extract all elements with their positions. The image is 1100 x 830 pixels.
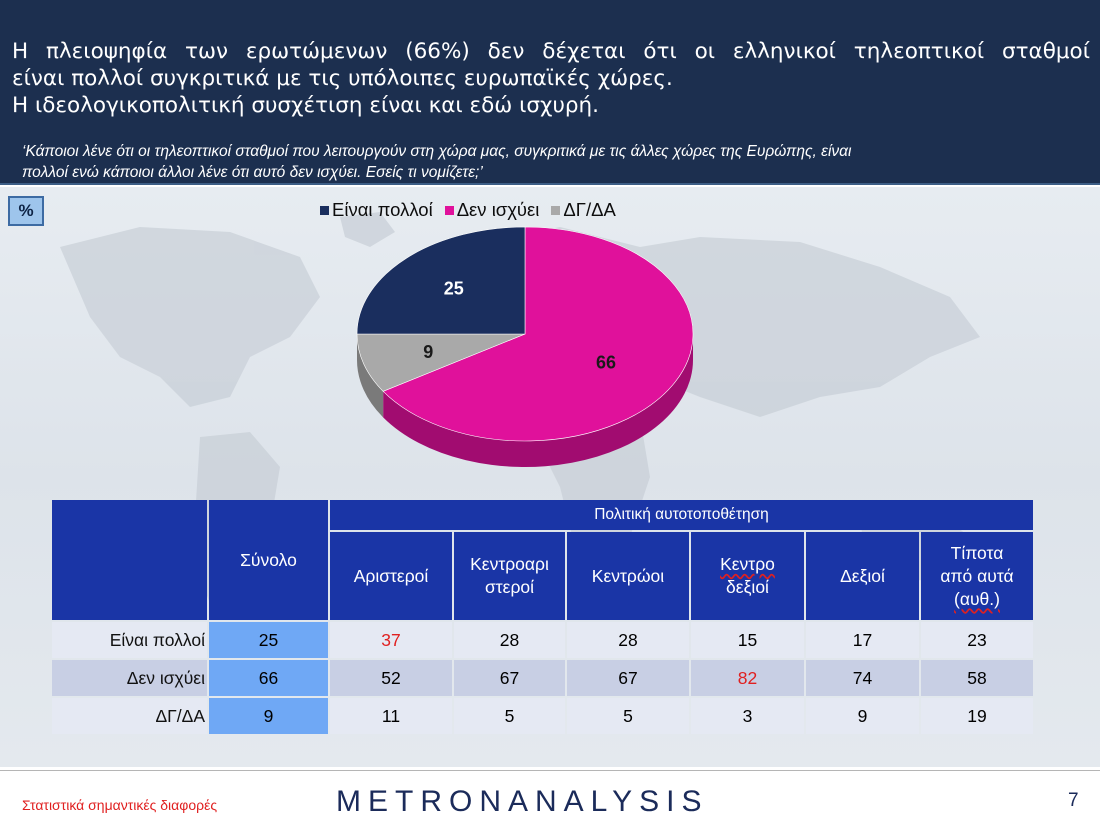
pie-chart-svg: 66 9 25 [356, 226, 694, 468]
survey-question-line-2: πολλοί ενώ κάποιοι άλλοι λένε ότι αυτό δ… [22, 164, 483, 181]
pie-slice-3 [356, 333, 526, 392]
pie-data-label-3: 9 [423, 342, 433, 362]
table-body: Είναι πολλοί 25 37 28 28 15 17 23 Δεν ισχύει 66 52… [52, 622, 1033, 734]
col-header-0-line-0: Σύνολο [240, 549, 297, 570]
table-cell: 9 [806, 698, 919, 734]
table-row: Δεν ισχύει 66 52 67 67 82 74 58 [52, 660, 1033, 696]
row-label: Είναι πολλοί [52, 622, 207, 658]
table-cell: 28 [454, 622, 565, 658]
table-cell: 19 [921, 698, 1033, 734]
total-cell: 25 [209, 622, 328, 658]
footer-divider [0, 770, 1100, 771]
row-label: Δεν ισχύει [52, 660, 207, 696]
col-header-2-line-1: στεροί [484, 577, 535, 597]
col-header-1: Αριστεροί [330, 532, 452, 620]
col-header-5-line-0: Δεξιοί [840, 565, 885, 586]
table-cell: 28 [567, 622, 689, 658]
headline-line-3: Η ιδεολογικοπολιτική συσχέτιση είναι και… [12, 93, 600, 118]
table-cell: 5 [454, 698, 565, 734]
col-header-6: Τίποτα από αυτά (αυθ.) [921, 532, 1033, 620]
table-cell: 67 [454, 660, 565, 696]
col-header-2-line-0: Κεντροαρι [470, 554, 549, 574]
table-cell: 74 [806, 660, 919, 696]
table-cell: 15 [691, 622, 804, 658]
legend-swatch-3 [551, 205, 561, 215]
total-cell: 66 [209, 660, 328, 696]
legend-label-3: ΔΓ/ΔΑ [563, 199, 616, 220]
pie-side-2 [383, 334, 693, 468]
col-header-4-line-1: δεξιοί [726, 577, 769, 597]
col-header-6-line-2: (αυθ.) [954, 588, 1000, 609]
legend-item-2: Δεν ισχύει [444, 199, 540, 221]
table-cell: 23 [921, 622, 1033, 658]
col-header-4-line-0: Κεντρο [720, 554, 775, 574]
headline-line-1: Η πλειοψηφία των ερωτώμενων (66%) δεν δέ… [12, 39, 1090, 64]
pie-chart: 66 9 25 [330, 222, 730, 482]
col-header-0: Σύνολο [209, 500, 328, 620]
legend-item-1: Είναι πολλοί [320, 199, 433, 221]
legend-item-3: ΔΓ/ΔΑ [551, 199, 616, 221]
percent-badge: % [8, 196, 44, 226]
table-cell: 37 [330, 622, 452, 658]
table-corner-cell [52, 500, 207, 620]
crosstab-table: Σύνολο Πολιτική αυτοτοποθέτηση Αριστεροί… [50, 498, 1035, 736]
col-header-6-line-1: από αυτά [940, 565, 1014, 586]
legend-swatch-2 [444, 205, 454, 215]
table-cell: 11 [330, 698, 452, 734]
title-banner: Η πλειοψηφία των ερωτώμενων (66%) δεν δέ… [0, 0, 1100, 185]
table-cell: 52 [330, 660, 452, 696]
table-row: Είναι πολλοί 25 37 28 28 15 17 23 [52, 622, 1033, 658]
legend-label-1: Είναι πολλοί [332, 199, 433, 220]
col-header-3: Κεντρώοι [567, 532, 689, 620]
table-cell: 5 [567, 698, 689, 734]
survey-question: ‘Κάποιοι λένε ότι οι τηλεοπτικοί σταθμοί… [22, 141, 1062, 183]
page-number: 7 [1068, 790, 1079, 811]
table-row: ΔΓ/ΔΑ 9 11 5 5 3 9 19 [52, 698, 1033, 734]
table-cell: 3 [691, 698, 804, 734]
col-header-2: Κεντροαρι στεροί [454, 532, 565, 620]
legend-label-2: Δεν ισχύει [456, 199, 540, 220]
brand-logo: METRONANALYSIS [336, 785, 709, 818]
col-header-5: Δεξιοί [806, 532, 919, 620]
legend-swatch-1 [320, 205, 329, 215]
col-header-6-line-0: Τίποτα [950, 542, 1004, 563]
col-header-4: Κεντρο δεξιοί [691, 532, 804, 620]
table-cell: 67 [567, 660, 689, 696]
pie-data-label-2: 66 [596, 352, 616, 372]
row-label: ΔΓ/ΔΑ [52, 698, 207, 734]
chart-legend: Είναι πολλοί Δεν ισχύει ΔΓ/ΔΑ [320, 197, 616, 223]
col-header-3-line-0: Κεντρώοι [591, 565, 665, 586]
pie-slice-1 [356, 226, 526, 335]
pie-data-label-1: 25 [444, 279, 464, 299]
table-cell: 17 [806, 622, 919, 658]
survey-question-line-1: ‘Κάποιοι λένε ότι οι τηλεοπτικοί σταθμοί… [22, 143, 852, 160]
pie-slice-2 [382, 226, 694, 442]
headline-line-2: είναι πολλοί συγκριτικά με τις υπόλοιπες… [12, 66, 673, 91]
table-cell: 82 [691, 660, 804, 696]
total-cell: 9 [209, 698, 328, 734]
group-header: Πολιτική αυτοτοποθέτηση [330, 500, 1033, 530]
headline: Η πλειοψηφία των ερωτώμενων (66%) δεν δέ… [12, 38, 1090, 119]
table-cell: 58 [921, 660, 1033, 696]
significance-note: Στατιστικά σημαντικές διαφορές [22, 797, 218, 813]
col-header-1-line-0: Αριστεροί [353, 565, 429, 586]
